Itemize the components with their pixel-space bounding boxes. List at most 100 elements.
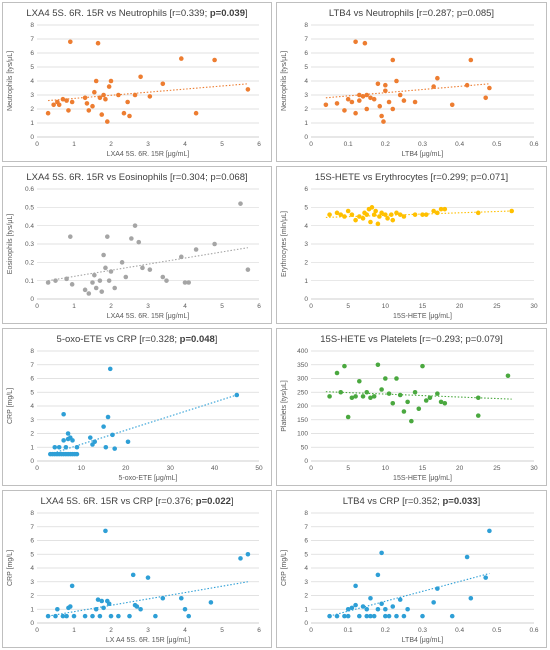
x-tick-label: 0.6: [529, 141, 538, 148]
data-point: [405, 399, 410, 405]
data-point: [334, 210, 340, 216]
data-point: [383, 212, 388, 217]
data-point: [379, 601, 384, 607]
x-tick-label: 0: [35, 627, 39, 634]
data-point: [68, 604, 73, 609]
x-tick-label: 15: [419, 303, 427, 310]
eosinophils-vs-lxa4-chart: LXA4 5S. 6R. 15R vs Eosinophils [r=0.304…: [2, 166, 272, 324]
y-tick-label: 0: [30, 296, 34, 303]
data-point: [442, 400, 448, 406]
y-tick-label: 0.5: [25, 205, 34, 212]
data-point: [90, 613, 95, 619]
data-point: [69, 583, 75, 589]
data-point: [90, 103, 95, 109]
x-tick-label: 1: [72, 627, 76, 634]
data-point: [342, 613, 347, 619]
data-point: [107, 366, 113, 372]
data-point: [368, 595, 373, 601]
data-point: [420, 212, 425, 217]
y-tick-label: 250: [297, 389, 308, 396]
trendline: [48, 247, 248, 282]
data-point: [412, 99, 418, 105]
x-tick-label: 0: [309, 303, 313, 310]
data-point: [74, 451, 80, 457]
y-tick-label: 6: [304, 538, 308, 545]
data-point: [423, 398, 429, 403]
y-tick-label: 0.3: [25, 241, 34, 248]
data-point: [368, 613, 373, 619]
chart-title-main: LXA4 5S. 6R. 15R vs Neutrophils: [26, 8, 169, 19]
data-point: [364, 389, 370, 395]
y-tick-label: 7: [304, 36, 308, 43]
x-tick-label: 5: [346, 303, 350, 310]
data-point: [56, 444, 62, 450]
data-point: [93, 606, 99, 612]
trendline: [329, 572, 490, 617]
data-point: [364, 92, 370, 98]
data-point: [383, 613, 388, 619]
x-tick-label: 0.6: [529, 627, 538, 634]
data-point: [390, 217, 396, 223]
chart-title-stats: [r=0.376;: [155, 496, 195, 507]
chart-svg: 15S-HETE vs Platelets [r=−0.293; p=0.079…: [281, 334, 538, 482]
data-point: [509, 208, 514, 214]
y-tick-label: 8: [30, 22, 34, 29]
data-point: [394, 613, 399, 619]
data-point: [153, 613, 158, 619]
data-point: [475, 413, 481, 418]
data-point: [394, 210, 399, 216]
data-point: [193, 110, 199, 116]
y-axis-label: Erythrocytes [mln/μL]: [281, 211, 288, 277]
data-point: [379, 387, 384, 392]
y-axis-label: Platelets [tys/μL]: [281, 380, 288, 432]
chart-title-main: 15S-HETE vs Platelets: [320, 334, 419, 345]
chart-title-pvalue: p=0.033: [442, 496, 477, 507]
data-point: [93, 285, 99, 291]
y-tick-label: 1: [304, 278, 308, 285]
data-point: [379, 113, 384, 119]
data-point: [435, 210, 440, 216]
x-tick-label: 20: [456, 465, 464, 472]
trendline: [325, 83, 490, 99]
x-tick-label: 40: [211, 465, 219, 472]
chart-title: LTB4 vs Neutrophils [r=0.287; p=0.085]: [329, 8, 494, 19]
y-tick-label: 200: [297, 403, 308, 410]
y-tick-label: 0: [304, 458, 308, 465]
data-point: [52, 444, 58, 450]
x-tick-label: 50: [255, 465, 263, 472]
data-point: [179, 56, 184, 61]
data-point: [345, 96, 351, 102]
chart-title: LXA4 5S. 6R. 15R vs Eosinophils [r=0.304…: [26, 172, 247, 183]
data-point: [483, 575, 488, 580]
data-point: [92, 272, 97, 278]
data-point: [160, 274, 166, 280]
data-point: [182, 280, 188, 285]
y-tick-label: 3: [304, 241, 308, 248]
y-tick-label: 50: [301, 444, 309, 451]
data-point: [95, 597, 101, 602]
x-tick-label: 0: [35, 465, 39, 472]
data-point: [68, 234, 73, 239]
data-point: [179, 595, 184, 601]
data-point: [123, 274, 129, 280]
x-tick-label: 0: [35, 303, 39, 310]
data-point: [487, 85, 492, 91]
data-point: [397, 92, 403, 98]
data-point: [55, 606, 60, 612]
data-point: [101, 92, 106, 98]
data-point: [416, 406, 422, 412]
data-point: [60, 96, 66, 102]
y-tick-label: 4: [304, 565, 308, 572]
chart-title: LXA4 5S. 6R. 15R vs CRP [r=0.376; p=0.02…: [40, 496, 233, 507]
data-point: [108, 613, 114, 619]
data-point: [186, 280, 191, 285]
data-point: [468, 57, 474, 63]
chart-title-pvalue: p=0.022: [196, 496, 231, 507]
data-point: [234, 392, 240, 398]
data-point: [101, 252, 106, 258]
data-point: [338, 389, 344, 395]
chart-title-end: ]: [215, 334, 218, 345]
data-point: [401, 98, 407, 103]
x-tick-label: 20: [456, 303, 464, 310]
data-point: [345, 606, 351, 612]
